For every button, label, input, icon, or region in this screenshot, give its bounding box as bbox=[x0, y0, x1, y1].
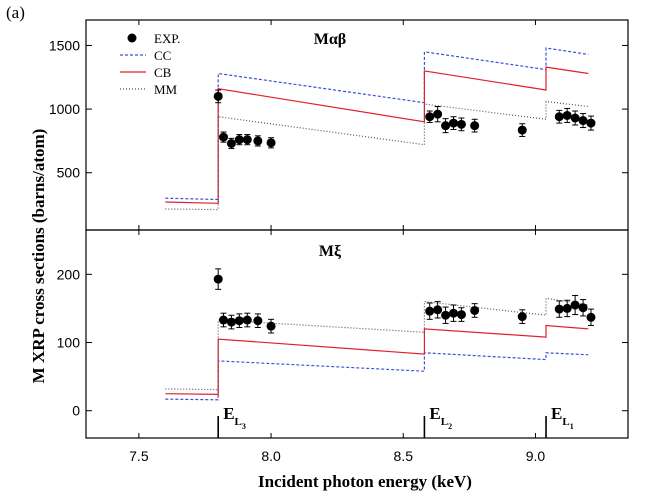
exp-point bbox=[433, 109, 443, 119]
exp-point bbox=[554, 112, 564, 122]
panel-m-alpha-beta: 500 1000 1500 bbox=[49, 19, 629, 231]
exp-point bbox=[242, 135, 252, 145]
exp-point bbox=[441, 310, 451, 320]
y-axis-label: M XRP cross sections (barns/atom) bbox=[29, 129, 48, 384]
x-tick-label: 8.0 bbox=[261, 448, 281, 464]
plot-frame bbox=[85, 229, 629, 439]
exp-point bbox=[517, 312, 527, 322]
y-tick-label: 1500 bbox=[49, 37, 80, 53]
exp-point bbox=[242, 315, 252, 325]
exp-point bbox=[449, 118, 459, 128]
exp-point bbox=[425, 112, 435, 122]
exp-point bbox=[218, 315, 228, 325]
y-tick-label: 200 bbox=[57, 266, 81, 282]
y-tick-label: 1000 bbox=[49, 101, 80, 117]
exp-point bbox=[253, 316, 263, 326]
panel-m-xi: 0 100 200 bbox=[57, 229, 629, 439]
exp-point bbox=[253, 136, 263, 146]
x-tick-label: 8.5 bbox=[394, 448, 414, 464]
exp-point bbox=[226, 317, 236, 327]
series-cb-line bbox=[165, 324, 589, 396]
exp-point bbox=[456, 310, 466, 320]
exp-point bbox=[266, 321, 276, 331]
exp-point bbox=[234, 135, 244, 145]
x-axis: 7.5 8.0 8.5 9.0 EL3 EL2 EL1 bbox=[129, 404, 574, 464]
x-tick-label: 7.5 bbox=[129, 448, 149, 464]
exp-point bbox=[441, 121, 451, 131]
legend-label: CB bbox=[154, 65, 172, 80]
exp-point bbox=[586, 312, 596, 322]
exp-point bbox=[213, 274, 223, 284]
series-cb-line bbox=[165, 66, 589, 204]
series-mm-line bbox=[165, 100, 589, 211]
exp-point bbox=[425, 306, 435, 316]
x-axis-label: Incident photon energy (keV) bbox=[258, 472, 472, 491]
exp-point bbox=[578, 303, 588, 313]
legend: EXP. CC CB MM bbox=[120, 31, 180, 97]
exp-point bbox=[554, 304, 564, 314]
exp-point bbox=[570, 113, 580, 123]
exp-point bbox=[266, 138, 276, 148]
exp-point bbox=[470, 121, 480, 131]
legend-marker-exp bbox=[127, 33, 137, 43]
x-tick-label: 9.0 bbox=[526, 448, 546, 464]
edge-label: EL1 bbox=[551, 404, 574, 431]
panel-title-m-alpha-beta: Mαβ bbox=[314, 31, 346, 48]
series-cc-line bbox=[165, 352, 589, 401]
exp-point bbox=[226, 138, 236, 148]
exp-point bbox=[578, 116, 588, 126]
exp-point bbox=[586, 118, 596, 128]
exp-point bbox=[562, 303, 572, 313]
exp-point bbox=[562, 110, 572, 120]
panel-label: (a) bbox=[6, 3, 25, 22]
legend-label: CC bbox=[154, 48, 171, 63]
series-mm-line bbox=[165, 297, 589, 391]
exp-point bbox=[234, 316, 244, 326]
y-tick-label: 100 bbox=[57, 335, 81, 351]
exp-point bbox=[433, 305, 443, 315]
legend-label: MM bbox=[154, 82, 178, 97]
edge-label: EL2 bbox=[429, 404, 452, 431]
legend-label: EXP. bbox=[154, 31, 180, 46]
exp-point bbox=[456, 119, 466, 129]
edge-label: EL3 bbox=[223, 404, 246, 431]
exp-point bbox=[213, 91, 223, 101]
panel-title-m-xi: Mξ bbox=[319, 243, 342, 260]
exp-point bbox=[449, 308, 459, 318]
exp-point bbox=[470, 305, 480, 315]
exp-point bbox=[517, 125, 527, 135]
exp-point bbox=[570, 300, 580, 310]
y-tick-label: 0 bbox=[72, 403, 80, 419]
exp-point bbox=[218, 132, 228, 142]
y-tick-label: 500 bbox=[57, 165, 81, 181]
